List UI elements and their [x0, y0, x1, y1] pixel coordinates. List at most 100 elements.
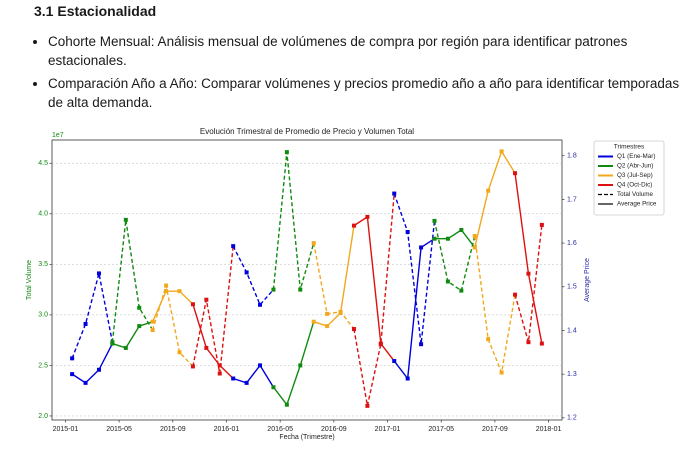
marker	[499, 149, 504, 154]
chart-title: Evolución Trimestral de Promedio de Prec…	[200, 127, 414, 136]
marker	[137, 305, 142, 310]
bullet: Comparación Año a Año: Comparar volúmene…	[48, 74, 680, 112]
marker	[284, 402, 289, 407]
marker	[204, 297, 209, 302]
line-segment	[272, 152, 315, 290]
marker	[70, 372, 75, 377]
marker	[445, 279, 450, 284]
marker	[258, 363, 263, 368]
marker	[298, 363, 303, 368]
y2-tick-label: 1.3	[567, 371, 577, 378]
y-axis-label: Total Volume	[26, 260, 33, 300]
marker	[96, 367, 101, 372]
marker	[405, 229, 410, 234]
legend-label: Q1 (Ene-Mar)	[617, 153, 656, 160]
marker	[365, 403, 370, 408]
marker	[258, 302, 263, 307]
plot-frame	[51, 139, 563, 421]
line-segment	[232, 245, 274, 307]
marker	[459, 227, 464, 232]
marker	[472, 234, 477, 239]
line-segment	[393, 193, 436, 345]
marker	[244, 380, 249, 385]
x-tick-label: 2016-05	[267, 426, 293, 433]
marker	[392, 359, 397, 364]
line-segment	[192, 246, 234, 374]
line-segment	[152, 290, 194, 322]
legend-label: Q4 (Oct-Dic)	[617, 182, 652, 189]
marker	[513, 171, 518, 176]
line-segment	[313, 242, 355, 330]
line-segment	[474, 235, 516, 376]
marker	[432, 236, 437, 241]
line-segment	[434, 229, 476, 248]
marker	[351, 327, 356, 332]
marker	[204, 345, 209, 350]
x-tick-label: 2015-09	[160, 426, 186, 433]
line-segment	[353, 215, 395, 362]
line-segment	[474, 149, 516, 248]
y2-tick-label: 1.4	[567, 327, 577, 334]
marker	[96, 271, 101, 276]
marker	[110, 341, 115, 346]
line-segment	[112, 321, 153, 349]
marker	[217, 371, 222, 376]
legend-box	[593, 140, 665, 216]
y2-tick-label: 1.5	[567, 284, 577, 291]
marker	[392, 191, 397, 196]
y-tick-label: 2.0	[38, 413, 48, 420]
line-segment	[433, 220, 476, 292]
x-tick-label: 2017-05	[428, 426, 454, 433]
marker	[70, 356, 75, 361]
marker	[419, 245, 424, 250]
line-segment	[71, 273, 114, 359]
marker	[325, 324, 330, 329]
marker	[459, 288, 464, 293]
y2-tick-label: 1.2	[567, 415, 577, 422]
y2-tick-label: 1.6	[567, 240, 577, 247]
line-segment	[71, 343, 114, 384]
legend-label: Q2 (Abr-Jun)	[617, 163, 653, 170]
legend-label: Total Volume	[617, 191, 654, 198]
line-segment	[272, 321, 315, 407]
legend-title: Trimestres	[614, 144, 645, 151]
y-tick-label: 2.5	[38, 362, 48, 369]
marker	[513, 292, 518, 297]
marker	[351, 223, 356, 228]
y2-tick-label: 1.8	[567, 153, 577, 160]
marker	[244, 270, 249, 275]
x-tick-label: 2016-01	[214, 426, 240, 433]
line-segment	[313, 225, 355, 327]
marker	[150, 319, 155, 324]
section-title: 3.1 Estacionalidad	[34, 3, 157, 19]
x-tick-label: 2017-09	[482, 426, 508, 433]
marker	[164, 289, 169, 294]
marker	[539, 341, 544, 346]
marker	[378, 341, 383, 346]
line-segment	[353, 193, 395, 406]
marker	[539, 222, 544, 227]
line-segment	[192, 304, 234, 380]
marker	[231, 244, 236, 249]
marker	[271, 385, 276, 390]
marker	[445, 236, 450, 241]
marker	[311, 319, 316, 324]
marker	[83, 380, 88, 385]
line-segment	[232, 364, 275, 388]
marker	[526, 340, 531, 345]
marker	[284, 150, 289, 155]
marker	[298, 287, 303, 292]
legend-label: Average Price	[617, 201, 657, 208]
marker	[231, 376, 236, 381]
marker	[177, 289, 182, 294]
marker	[123, 217, 128, 222]
marker	[338, 310, 343, 315]
y-tick-label: 4.5	[38, 160, 48, 167]
marker	[365, 214, 370, 219]
marker	[271, 287, 276, 292]
y2-axis-label: Average Price	[584, 258, 591, 302]
marker	[405, 376, 410, 381]
marker	[325, 311, 330, 316]
bullet: Cohorte Mensual: Análisis mensual de vol…	[48, 32, 680, 70]
